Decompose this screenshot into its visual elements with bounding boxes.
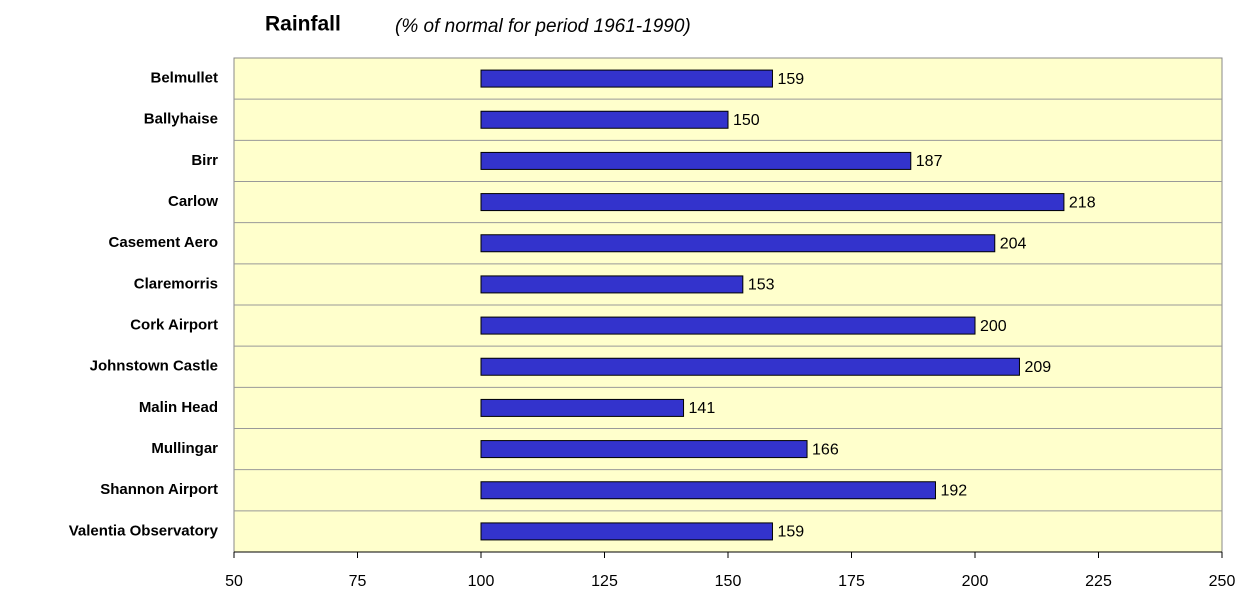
x-tick-label: 200 [962,573,989,590]
x-tick-label: 175 [838,573,865,590]
bar [480,69,773,88]
y-tick-label: Ballyhaise [144,111,218,128]
bar [480,193,1065,212]
y-tick-label: Shannon Airport [100,481,218,498]
x-tick-label: 225 [1085,573,1112,590]
x-tick-label: 100 [468,573,495,590]
bar [480,522,773,541]
data-label: 204 [1000,235,1027,252]
x-tick-label: 125 [591,573,618,590]
data-label: 209 [1024,359,1051,376]
y-tick-label: Johnstown Castle [90,358,218,375]
bar [480,398,685,417]
chart-subtitle: (% of normal for period 1961-1990) [395,16,691,37]
y-tick-label: Cork Airport [130,317,218,334]
chart-title: Rainfall [265,13,341,36]
x-tick-label: 50 [225,573,243,590]
y-tick-label: Birr [191,152,218,169]
x-tick-label: 250 [1209,573,1236,590]
bar [480,234,996,253]
y-tick-label: Claremorris [134,275,218,292]
bar [480,316,976,335]
data-label: 192 [940,482,967,499]
y-tick-label: Belmullet [150,70,218,87]
bar [480,357,1020,376]
data-label: 153 [748,277,775,294]
data-label: 141 [689,400,716,417]
x-tick-label: 75 [349,573,367,590]
y-tick-label: Malin Head [139,399,218,416]
bar [480,440,808,459]
data-label: 159 [777,71,804,88]
y-tick-label: Mullingar [151,440,218,457]
bar [480,110,729,129]
y-tick-label: Carlow [168,193,218,210]
bar [480,481,936,500]
bar [480,275,744,294]
data-label: 187 [916,153,943,170]
data-label: 218 [1069,194,1096,211]
data-label: 159 [777,524,804,541]
data-label: 150 [733,112,760,129]
y-tick-label: Valentia Observatory [69,522,219,539]
x-tick-label: 150 [715,573,742,590]
data-label: 200 [980,318,1007,335]
y-tick-label: Casement Aero [109,234,218,251]
bar [480,151,912,170]
data-label: 166 [812,441,839,458]
